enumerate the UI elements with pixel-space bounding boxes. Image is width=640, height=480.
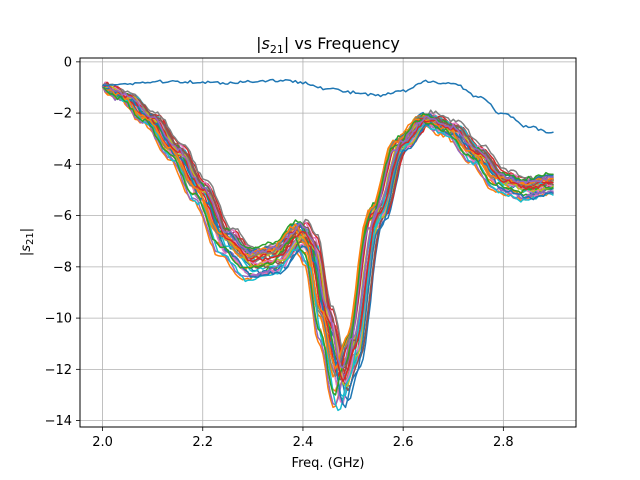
y-tick-label: −2 [53, 107, 72, 122]
chart-title: |s21| vs Frequency [256, 34, 400, 56]
y-axis-label: |s21| [19, 228, 36, 256]
family-series-line [101, 85, 554, 406]
x-tick-label: 2.6 [393, 435, 414, 450]
family-series-line [102, 84, 554, 383]
x-axis-label: Freq. (GHz) [292, 456, 365, 471]
plot-frame [79, 57, 577, 428]
y-tick-label: 0 [64, 55, 72, 70]
family-series-line [101, 83, 554, 369]
family-series-line [101, 85, 554, 370]
x-axis-ticks: 2.0 2.2 2.4 2.6 2.8 [92, 427, 514, 450]
y-tick-label: −10 [45, 312, 72, 327]
x-tick-label: 2.8 [493, 435, 514, 450]
series-lines [101, 78, 555, 412]
x-tick-label: 2.0 [92, 435, 113, 450]
y-tick-label: −12 [45, 363, 72, 378]
y-tick-label: −8 [53, 260, 72, 275]
family-series-line [102, 83, 554, 366]
y-tick-label: −14 [45, 414, 72, 429]
y-tick-label: −4 [53, 158, 72, 173]
family-series-line [101, 85, 554, 396]
x-tick-label: 2.2 [192, 435, 213, 450]
family-series-line [101, 85, 554, 409]
reference-series-line [102, 78, 554, 134]
y-axis-ticks: 0 −2 −4 −6 −8 −10 −12 −14 [45, 55, 80, 429]
x-tick-label: 2.4 [293, 435, 314, 450]
y-tick-label: −6 [53, 209, 72, 224]
